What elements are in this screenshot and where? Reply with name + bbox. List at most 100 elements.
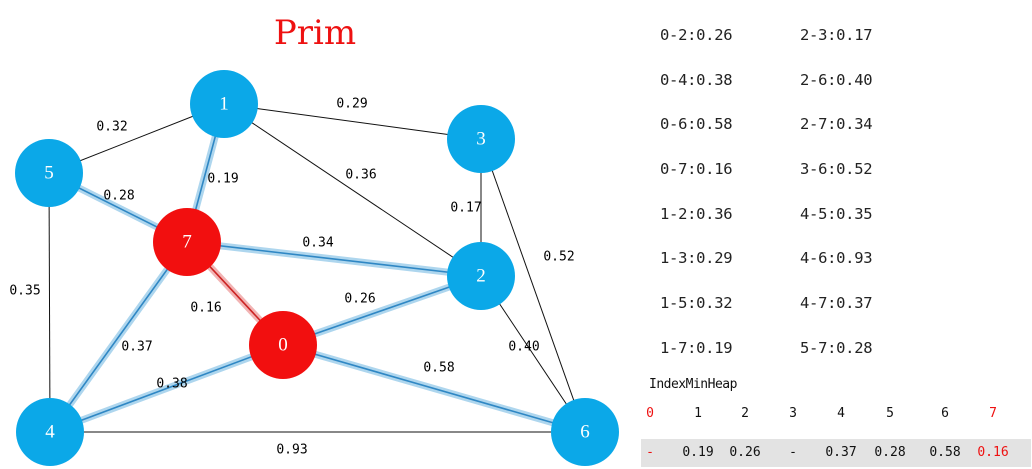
edge-weight-3-6: 0.52 — [543, 250, 574, 265]
edge-weight-1-3: 0.29 — [336, 97, 367, 112]
edge-list-row: 0-2:0.26 2-3:0.17 — [660, 26, 940, 71]
edge-list-entry: 4-7:0.37 — [800, 294, 873, 313]
edge-1-3 — [223, 103, 482, 140]
edge-list-entry: 0-2:0.26 — [660, 26, 733, 44]
diagram-title: Prim — [274, 13, 356, 53]
heap-value-7: 0.16 — [977, 445, 1009, 460]
node-label: 0 — [278, 334, 288, 355]
node-1: 1 — [190, 70, 258, 138]
node-label: 2 — [476, 265, 486, 286]
edge-line — [282, 344, 586, 433]
node-circle — [447, 242, 515, 310]
node-3: 3 — [447, 105, 515, 173]
edge-list-entry: 2-6:0.40 — [800, 70, 873, 89]
edge-5-4 — [48, 172, 51, 433]
heap-index-4: 4 — [837, 406, 845, 421]
edge-weight-0-2: 0.26 — [344, 292, 375, 307]
edge-weight-labels: 0.32 0.29 0.36 0.17 0.52 0.40 0.35 0.93 0.19 0.28… — [9, 97, 574, 458]
heap-value-0: - — [646, 445, 654, 460]
heap-value-2: 0.26 — [729, 445, 761, 460]
edge-weight-5-7: 0.28 — [103, 189, 134, 204]
heap-index-5: 5 — [886, 406, 894, 421]
edge-line — [186, 241, 482, 277]
edge-3-6 — [480, 138, 586, 433]
node-circle — [16, 398, 84, 466]
edge-weight-7-0: 0.16 — [190, 301, 221, 316]
edge-0-6 — [279, 341, 589, 436]
edge-line — [480, 138, 586, 433]
edge-weight-2-6: 0.40 — [508, 340, 539, 355]
heap-index-2: 2 — [741, 406, 749, 421]
heap-value-1: 0.19 — [682, 445, 714, 460]
heap-value-row: - 0.19 0.26 - 0.37 0.28 0.58 0.16 — [641, 439, 1031, 467]
edge-list-entry: 1-7:0.19 — [660, 338, 733, 357]
edge-weight-4-6: 0.93 — [276, 443, 307, 458]
edge-list-entry: 0-7:0.16 — [660, 160, 733, 179]
edge-7-2 — [183, 238, 485, 280]
edge-line — [49, 241, 188, 433]
edge-list-entry: 2-7:0.34 — [800, 115, 873, 134]
edge-list-entry: 1-2:0.36 — [660, 204, 733, 223]
node-circle — [15, 139, 83, 207]
node-6: 6 — [551, 398, 619, 466]
node-label: 3 — [476, 128, 486, 149]
edge-list-row: 1-3:0.29 4-6:0.93 — [660, 249, 940, 294]
edge-weight-0-6: 0.58 — [423, 361, 454, 376]
edge-weight-1-5: 0.32 — [96, 120, 127, 135]
node-5: 5 — [15, 139, 83, 207]
edge-list-row: 1-5:0.32 4-7:0.37 — [660, 294, 940, 339]
heap-value-3: - — [789, 445, 797, 460]
edge-list-entry: 1-5:0.32 — [660, 294, 733, 313]
node-2: 2 — [447, 242, 515, 310]
edge-list-entry: 4-6:0.93 — [800, 249, 873, 268]
edge-line — [49, 344, 284, 433]
node-label: 4 — [45, 421, 55, 442]
node-circle — [447, 105, 515, 173]
node-circle — [153, 208, 221, 276]
prim-graph: Prim 0.32 0.29 0.36 0.17 0.52 0.40 0.35 0.93 0.1… — [9, 13, 619, 466]
edge-list-row: 0-7:0.16 3-6:0.52 — [660, 160, 940, 205]
edge-list-entry: 0-6:0.58 — [660, 115, 733, 134]
edge-weight-7-2: 0.34 — [302, 236, 333, 251]
edge-0-4 — [46, 341, 287, 436]
node-circle — [249, 311, 317, 379]
heap-index-3: 3 — [789, 406, 797, 421]
edge-list-row: 0-6:0.58 2-7:0.34 — [660, 115, 940, 160]
node-label: 1 — [219, 93, 229, 114]
edge-weight-5-4: 0.35 — [9, 284, 40, 299]
edge-list-entry: 4-5:0.35 — [800, 204, 873, 223]
heap-value-5: 0.28 — [874, 445, 906, 460]
edge-list-entry: 2-3:0.17 — [800, 26, 873, 44]
edge-line — [48, 172, 51, 433]
edge-list-entry: 3-6:0.52 — [800, 160, 873, 179]
edge-list-row: 1-7:0.19 5-7:0.28 — [660, 339, 940, 384]
edge-0-2 — [279, 272, 485, 349]
edge-line — [282, 275, 482, 346]
edge-list-entry: 5-7:0.28 — [800, 338, 873, 357]
edge-1-2 — [223, 103, 482, 277]
edge-weight-0-4: 0.38 — [156, 377, 187, 392]
edge-weight-3-2: 0.17 — [450, 201, 481, 216]
nodes-layer: 0 1 2 3 4 5 6 7 — [15, 70, 619, 466]
edge-weight-7-4: 0.37 — [121, 340, 152, 355]
edge-weight-1-7: 0.19 — [207, 172, 238, 187]
node-0: 0 — [249, 311, 317, 379]
edge-7-4 — [46, 238, 191, 436]
heap-value-4: 0.37 — [825, 445, 857, 460]
edge-list-entry: 1-3:0.29 — [660, 249, 733, 268]
heap-index-0: 0 — [646, 406, 654, 421]
node-circle — [190, 70, 258, 138]
node-label: 5 — [44, 162, 54, 183]
edge-list-row: 0-4:0.38 2-6:0.40 — [660, 71, 940, 116]
edge-line — [223, 103, 482, 277]
edge-weight-1-2: 0.36 — [345, 168, 376, 183]
node-label: 7 — [182, 231, 192, 252]
heap-index-1: 1 — [694, 406, 702, 421]
edge-list-entry: 0-4:0.38 — [660, 70, 733, 89]
edge-list-row: 1-2:0.36 4-5:0.35 — [660, 205, 940, 250]
node-label: 6 — [580, 421, 590, 442]
edge-line — [223, 103, 482, 140]
heap-title: IndexMinHeap — [649, 377, 737, 392]
heap-index-6: 6 — [941, 406, 949, 421]
node-4: 4 — [16, 398, 84, 466]
